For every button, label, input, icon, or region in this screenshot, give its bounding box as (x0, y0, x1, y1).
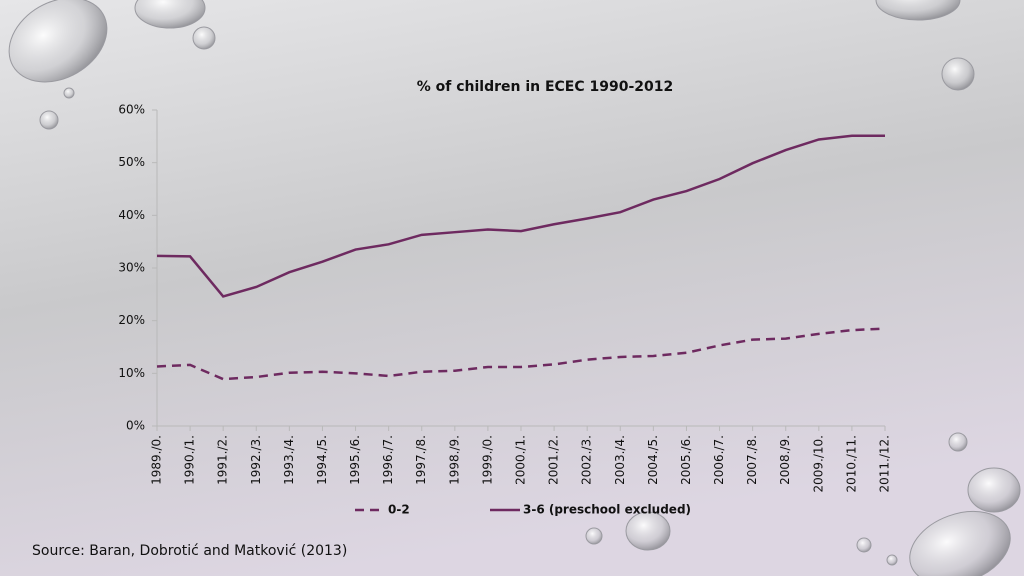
y-tick-label: 40% (118, 208, 145, 222)
x-tick-label: 1998./9. (447, 435, 461, 485)
x-tick-label: 2010./11. (844, 435, 858, 492)
x-tick-label: 2002./3. (580, 435, 594, 485)
series-line (156, 134, 885, 298)
x-tick-label: 2004./5. (646, 435, 660, 485)
y-tick-label: 0% (126, 419, 145, 433)
x-tick-label: 2005./6. (679, 435, 693, 485)
x-tick-label: 1991./2. (216, 435, 230, 485)
source-note: Source: Baran, Dobrotić and Matković (20… (32, 543, 347, 559)
y-tick-label: 30% (118, 261, 145, 275)
x-tick-label: 2011./12. (878, 435, 892, 492)
y-tick-label: 10% (118, 366, 145, 380)
x-tick-label: 2008./9. (778, 435, 792, 485)
x-tick-label: 1999./0. (480, 435, 494, 485)
x-tick-label: 2006./7. (712, 435, 726, 485)
x-tick-label: 1997./8. (414, 435, 428, 485)
series-line (156, 327, 886, 381)
x-tick-label: 1995./6. (348, 435, 362, 485)
x-tick-label: 1989./0. (150, 435, 164, 485)
x-tick-label: 1993./4. (282, 435, 296, 485)
x-tick-label: 1992./3. (249, 435, 263, 485)
x-tick-label: 1996./7. (381, 435, 395, 485)
legend-label: 3-6 (preschool excluded) (523, 503, 691, 517)
x-tick-label: 2003./4. (613, 435, 627, 485)
y-tick-label: 20% (118, 313, 145, 327)
y-tick-label: 50% (118, 155, 145, 169)
legend-label: 0-2 (388, 503, 410, 517)
x-tick-label: 2001./2. (547, 435, 561, 485)
chart-title: % of children in ECEC 1990-2012 (417, 79, 674, 95)
x-tick-label: 2009./10. (811, 435, 825, 492)
x-tick-label: 2007./8. (745, 435, 759, 485)
x-tick-label: 1990./1. (183, 435, 197, 485)
x-tick-label: 2000./1. (514, 435, 528, 485)
x-tick-label: 1994./5. (315, 435, 329, 485)
y-tick-label: 60% (118, 103, 145, 117)
